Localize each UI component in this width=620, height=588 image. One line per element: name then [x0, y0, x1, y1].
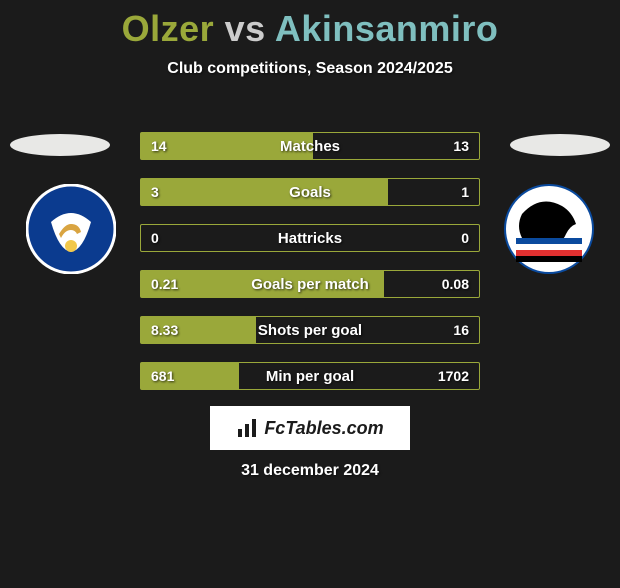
- stat-row: 31Goals: [140, 178, 480, 206]
- stat-bars: 1413Matches 31Goals 00Hattricks 0.210.08Goa…: [140, 132, 480, 408]
- watermark-icon: [236, 417, 258, 439]
- stat-row: 00Hattricks: [140, 224, 480, 252]
- stat-label: Matches: [141, 133, 479, 159]
- stat-label: Goals per match: [141, 271, 479, 297]
- stat-label: Shots per goal: [141, 317, 479, 343]
- stat-label: Goals: [141, 179, 479, 205]
- player1-halo: [10, 134, 110, 156]
- player1-name: Olzer: [122, 8, 215, 49]
- player2-halo: [510, 134, 610, 156]
- watermark-text: FcTables.com: [264, 418, 383, 439]
- comparison-subtitle: Club competitions, Season 2024/2025: [0, 60, 620, 78]
- comparison-title: Olzer vs Akinsanmiro: [0, 8, 620, 50]
- player1-club-badge: [26, 184, 116, 274]
- player2-name: Akinsanmiro: [275, 8, 499, 49]
- stat-row: 0.210.08Goals per match: [140, 270, 480, 298]
- fctables-watermark: FcTables.com: [210, 406, 410, 450]
- comparison-date: 31 december 2024: [0, 462, 620, 480]
- vs-separator: vs: [225, 8, 266, 49]
- stat-label: Min per goal: [141, 363, 479, 389]
- player2-club-badge: [504, 184, 594, 274]
- stat-row: 1413Matches: [140, 132, 480, 160]
- stat-label: Hattricks: [141, 225, 479, 251]
- stat-row: 8.3316Shots per goal: [140, 316, 480, 344]
- stat-row: 6811702Min per goal: [140, 362, 480, 390]
